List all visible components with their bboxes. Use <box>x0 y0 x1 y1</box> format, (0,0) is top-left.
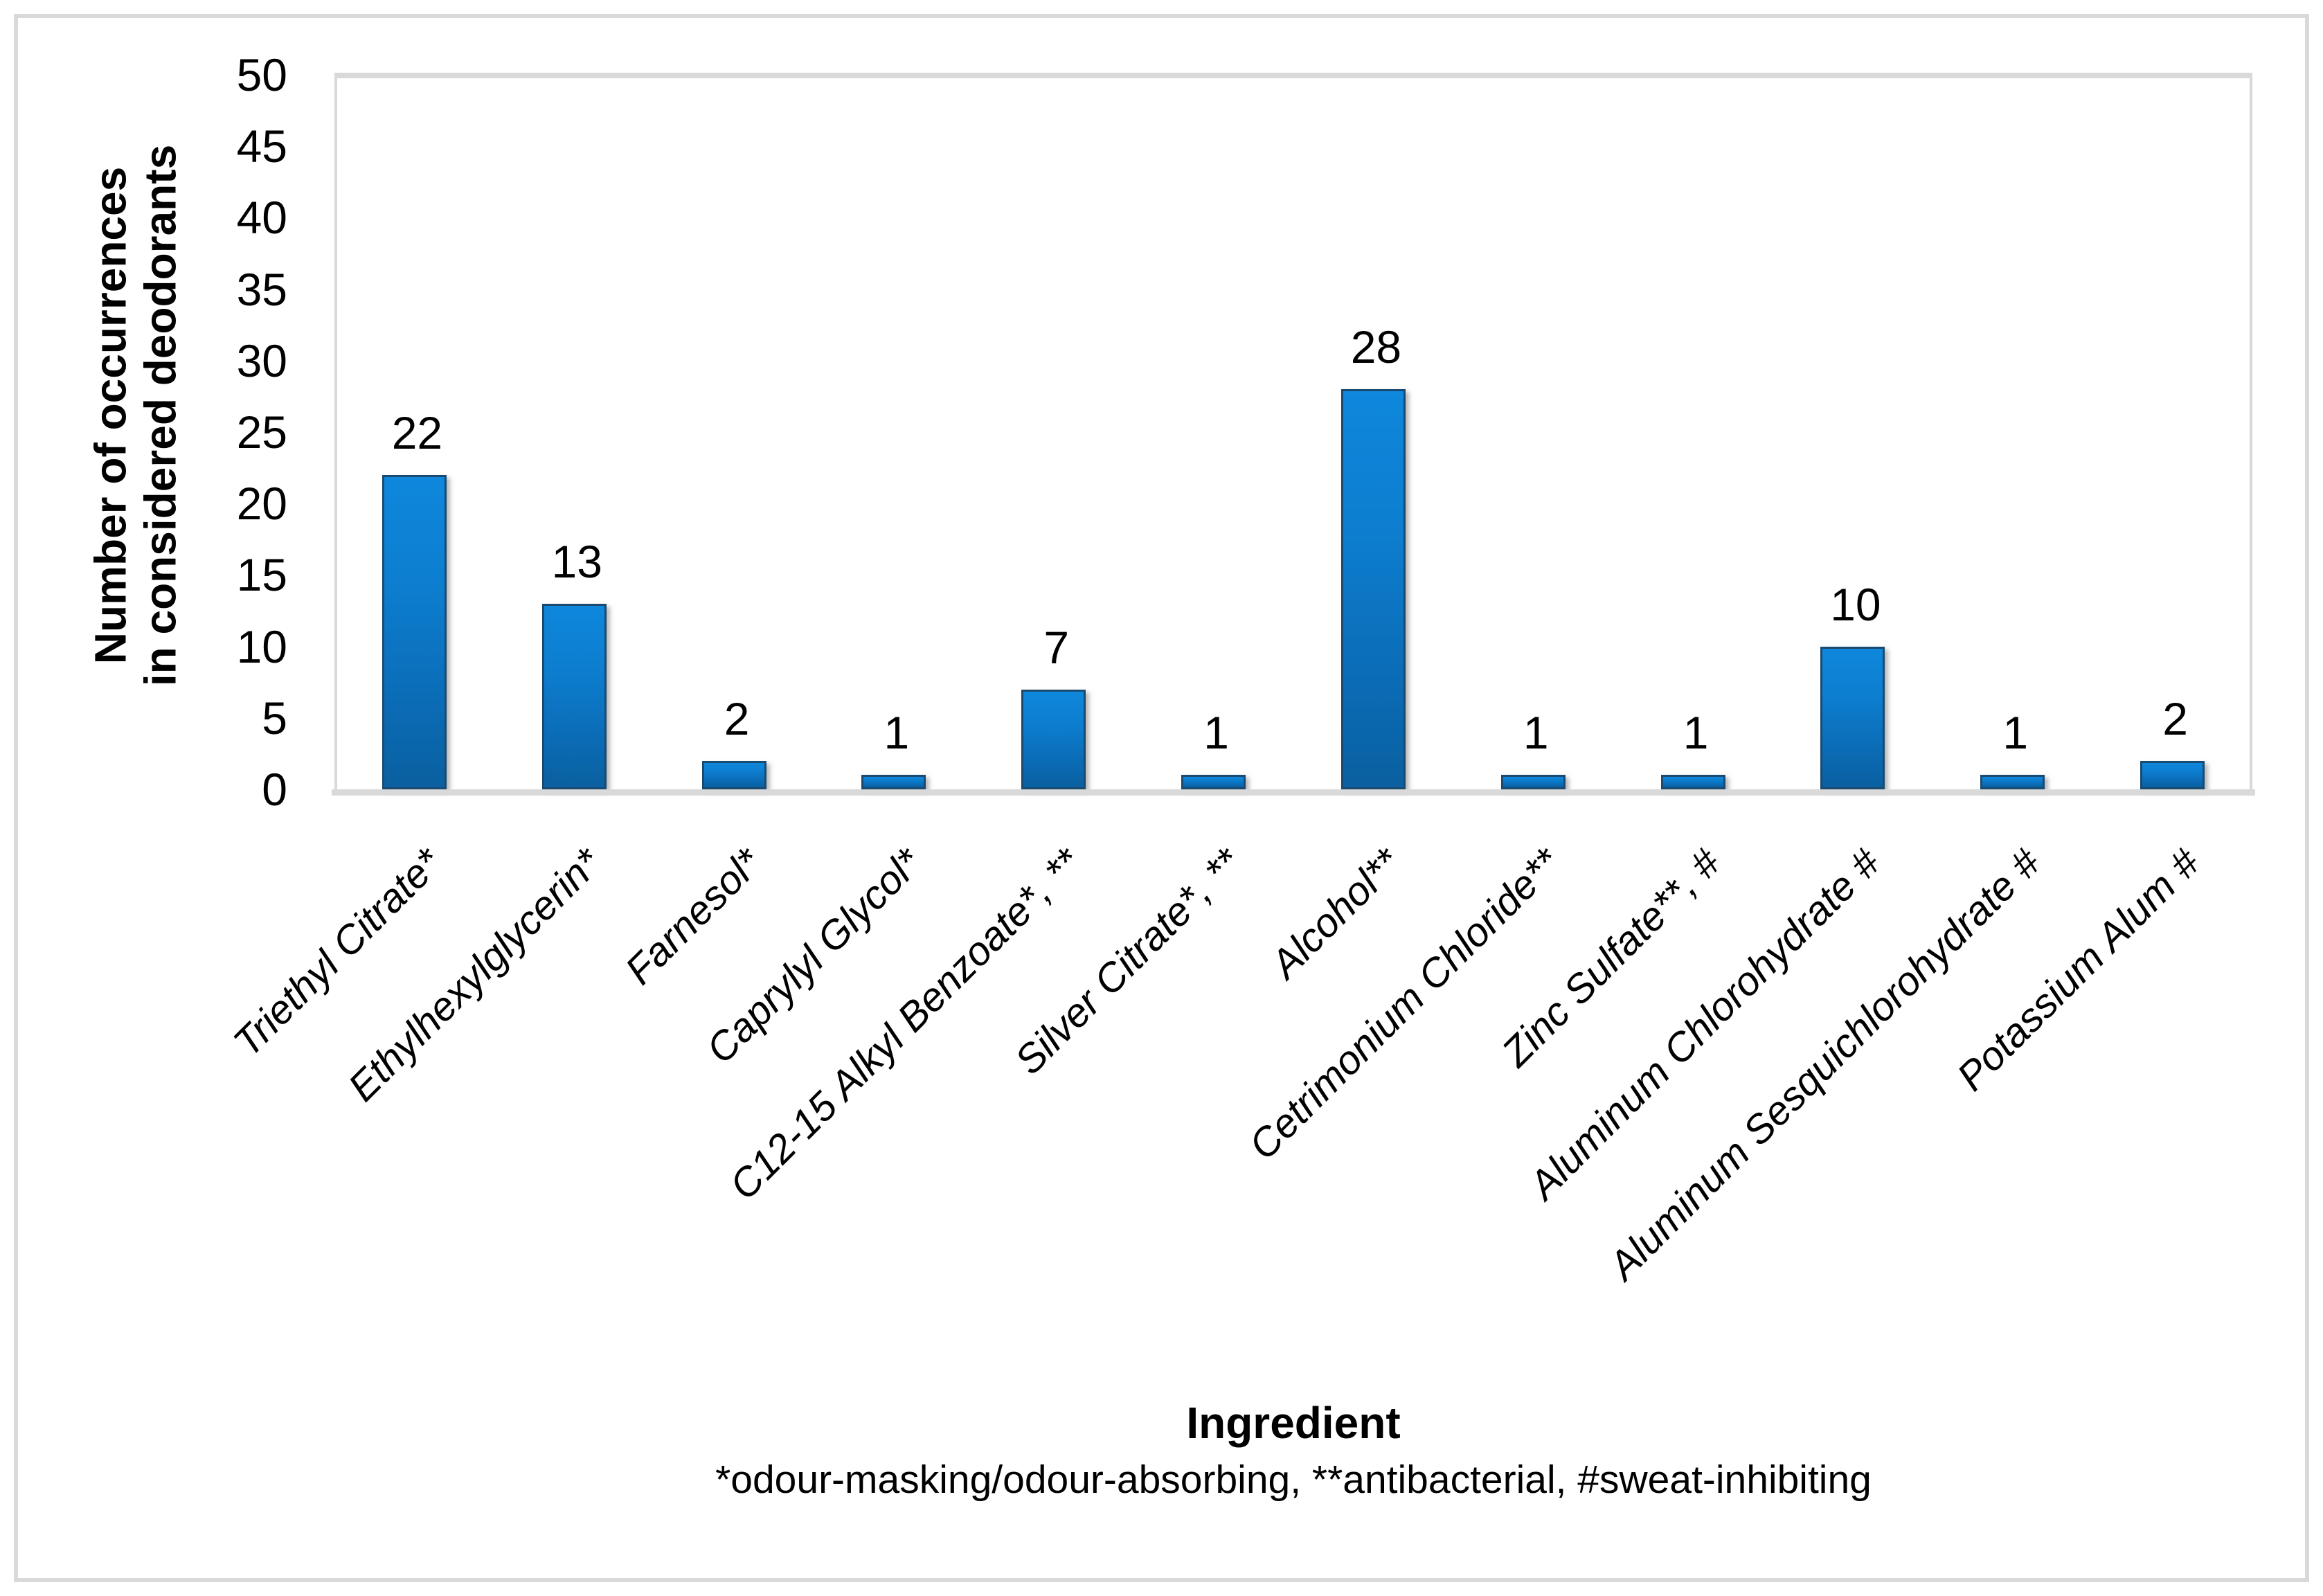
bar-value-label: 1 <box>2002 707 2029 759</box>
y-axis-title-line-1: Number of occurrences <box>85 166 136 665</box>
y-tick-label: 40 <box>236 192 287 244</box>
bar <box>1500 775 1566 789</box>
y-tick-label: 15 <box>236 549 287 601</box>
bar <box>1340 389 1406 789</box>
bar <box>2140 760 2205 789</box>
bar <box>861 775 926 789</box>
bar <box>701 760 766 789</box>
bar-value-label: 1 <box>1683 707 1709 759</box>
bar <box>1660 775 1725 789</box>
bar <box>1181 775 1246 789</box>
bar-value-label: 7 <box>1043 621 1070 673</box>
bar-value-label: 1 <box>1203 707 1229 759</box>
y-tick-label: 25 <box>236 406 287 458</box>
y-axis-title: Number of occurrences in considered deod… <box>86 145 186 686</box>
y-tick-label: 10 <box>236 620 287 672</box>
bar <box>541 603 607 789</box>
bar-value-label: 1 <box>884 707 910 759</box>
bar <box>1820 646 1885 789</box>
bar-value-label: 22 <box>391 406 443 458</box>
bar-value-label: 10 <box>1830 578 1881 630</box>
bar-value-label: 28 <box>1350 321 1402 373</box>
bar-value-label: 2 <box>724 692 750 744</box>
figure-border <box>14 14 2309 1582</box>
footnote: *odour-masking/odour-absorbing, **antiba… <box>715 1458 1872 1502</box>
x-axis-title: Ingredient <box>1186 1398 1401 1448</box>
x-axis-line <box>332 789 2255 796</box>
y-tick-label: 35 <box>236 263 287 315</box>
y-tick-label: 20 <box>236 478 287 530</box>
y-tick-label: 50 <box>236 49 287 100</box>
y-tick-label: 0 <box>262 764 287 815</box>
bar <box>382 474 447 789</box>
bar-value-label: 1 <box>1523 707 1549 759</box>
bar-value-label: 13 <box>551 535 602 587</box>
y-tick-label: 30 <box>236 334 287 386</box>
y-axis-title-line-2: in considered deodorants <box>136 144 186 687</box>
bar-value-label: 2 <box>2162 692 2188 744</box>
plot-area: 22 13 2 1 7 1 28 1 1 10 1 2 <box>334 73 2252 789</box>
y-tick-label: 5 <box>262 692 287 744</box>
bar <box>1021 689 1086 789</box>
y-tick-label: 45 <box>236 120 287 172</box>
bar <box>1980 775 2045 789</box>
